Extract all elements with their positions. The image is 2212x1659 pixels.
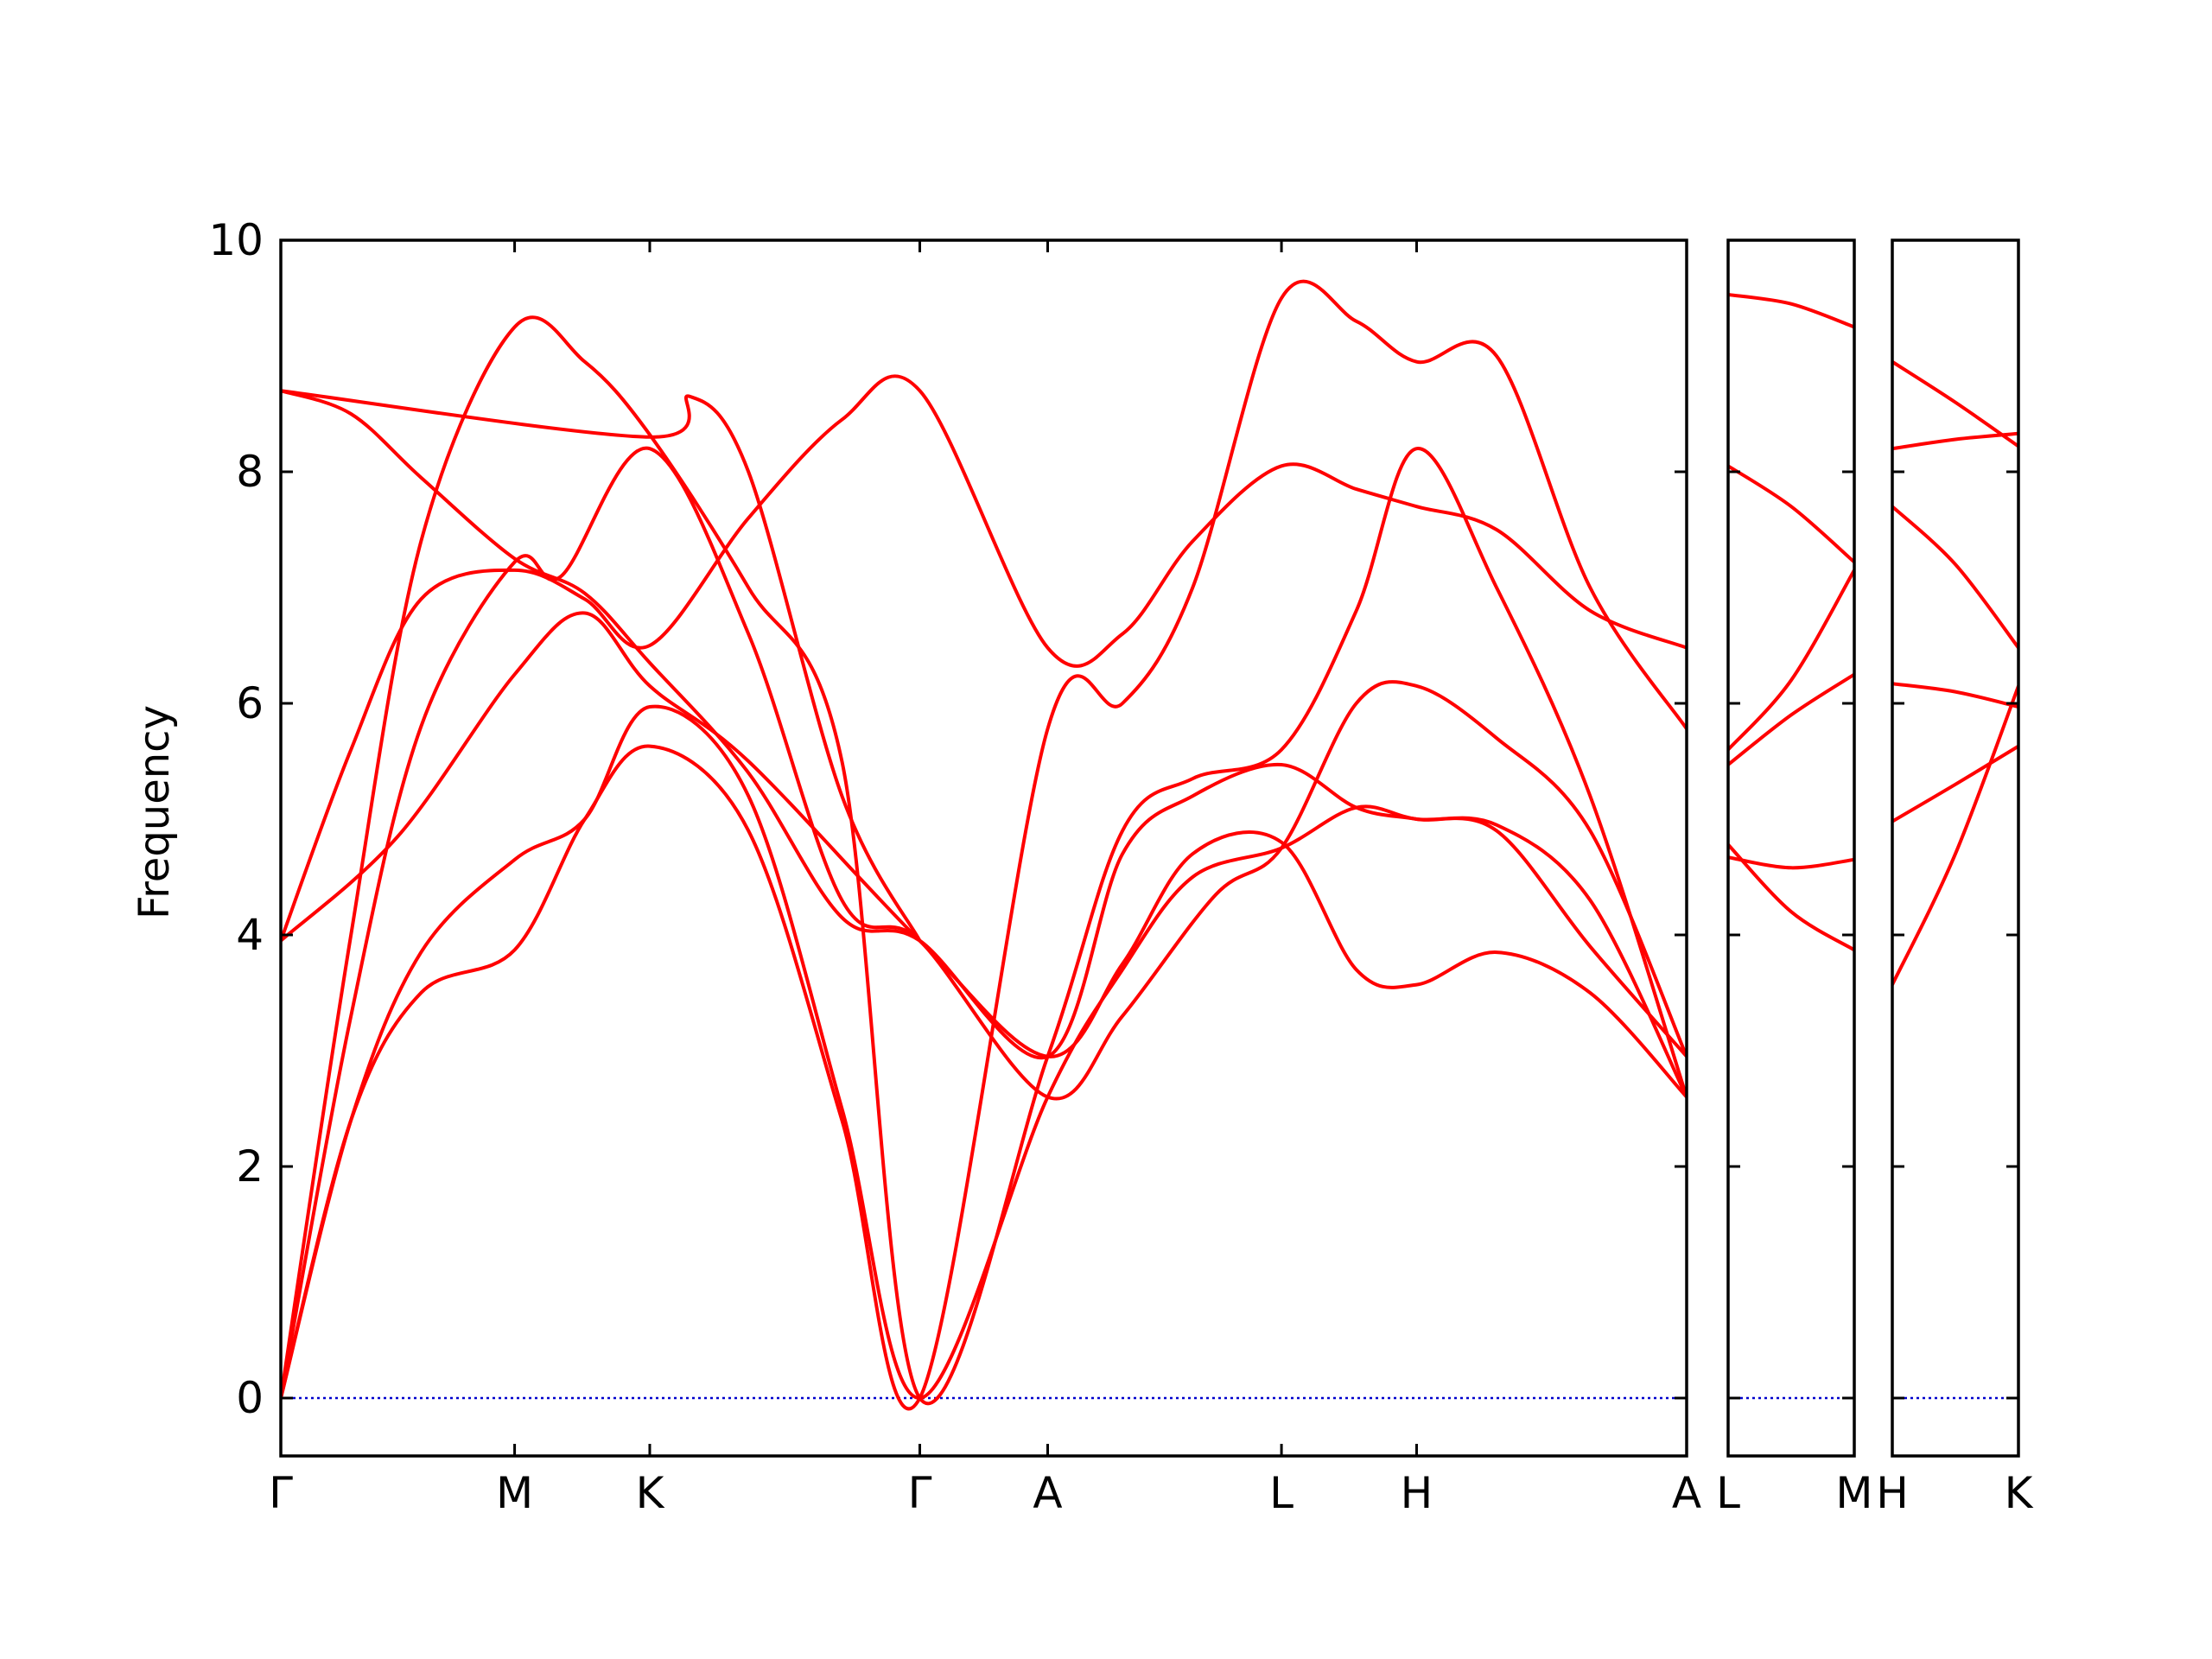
band-line-4 <box>281 704 1687 1401</box>
x-tick-label: L <box>1269 1468 1294 1518</box>
band-line-6 <box>281 315 1687 1406</box>
band-line-1 <box>1728 293 1854 329</box>
x-tick-label: L <box>1716 1468 1740 1518</box>
band-line-6 <box>1892 685 2018 986</box>
band-line-2 <box>1892 431 2018 451</box>
band-lines <box>1892 360 2018 986</box>
band-line-3 <box>281 446 1687 1399</box>
y-tick-label: 4 <box>236 910 264 960</box>
band-line-5 <box>281 279 1687 1411</box>
panel-1: 0 2 4 6 8 10 Γ M K Γ A L H A <box>208 215 1701 1518</box>
band-line-8 <box>281 389 922 942</box>
band-line-4 <box>1728 672 1854 766</box>
x-tick-label: Γ <box>269 1468 293 1518</box>
x-tick-label: M <box>1835 1468 1872 1518</box>
y-tick-label: 10 <box>208 215 264 265</box>
y-tick-label: 0 <box>236 1373 264 1423</box>
panel-frame <box>279 238 1688 1458</box>
y-tick-label: 8 <box>236 447 264 497</box>
band-line-7 <box>281 389 1687 1060</box>
band-line-5 <box>1892 744 2018 823</box>
y-tick-label: 6 <box>236 678 264 728</box>
x-tick-label: M <box>496 1468 533 1518</box>
x-tick-label: H <box>1401 1468 1433 1518</box>
x-tick-label: A <box>1672 1468 1701 1518</box>
band-line-3 <box>1892 505 2018 649</box>
band-line-2 <box>281 374 1687 942</box>
band-lines <box>1728 293 1854 952</box>
y-axis-label: Frequency <box>130 705 179 919</box>
y-tick-label: 2 <box>236 1141 264 1192</box>
panel-frame <box>1891 238 2020 1458</box>
x-tick-label: A <box>1033 1468 1062 1518</box>
x-tick-label: H <box>1876 1468 1909 1518</box>
band-line-6 <box>1728 855 1854 870</box>
band-line-2 <box>1728 464 1854 564</box>
x-tick-label: K <box>2005 1468 2034 1518</box>
panel-frame <box>1726 238 1856 1458</box>
band-lines <box>281 279 1687 1411</box>
band-line-3 <box>1728 569 1854 751</box>
x-tick-label: K <box>636 1468 665 1518</box>
band-line-4 <box>1892 682 2018 709</box>
x-tick-label: Γ <box>908 1468 932 1518</box>
